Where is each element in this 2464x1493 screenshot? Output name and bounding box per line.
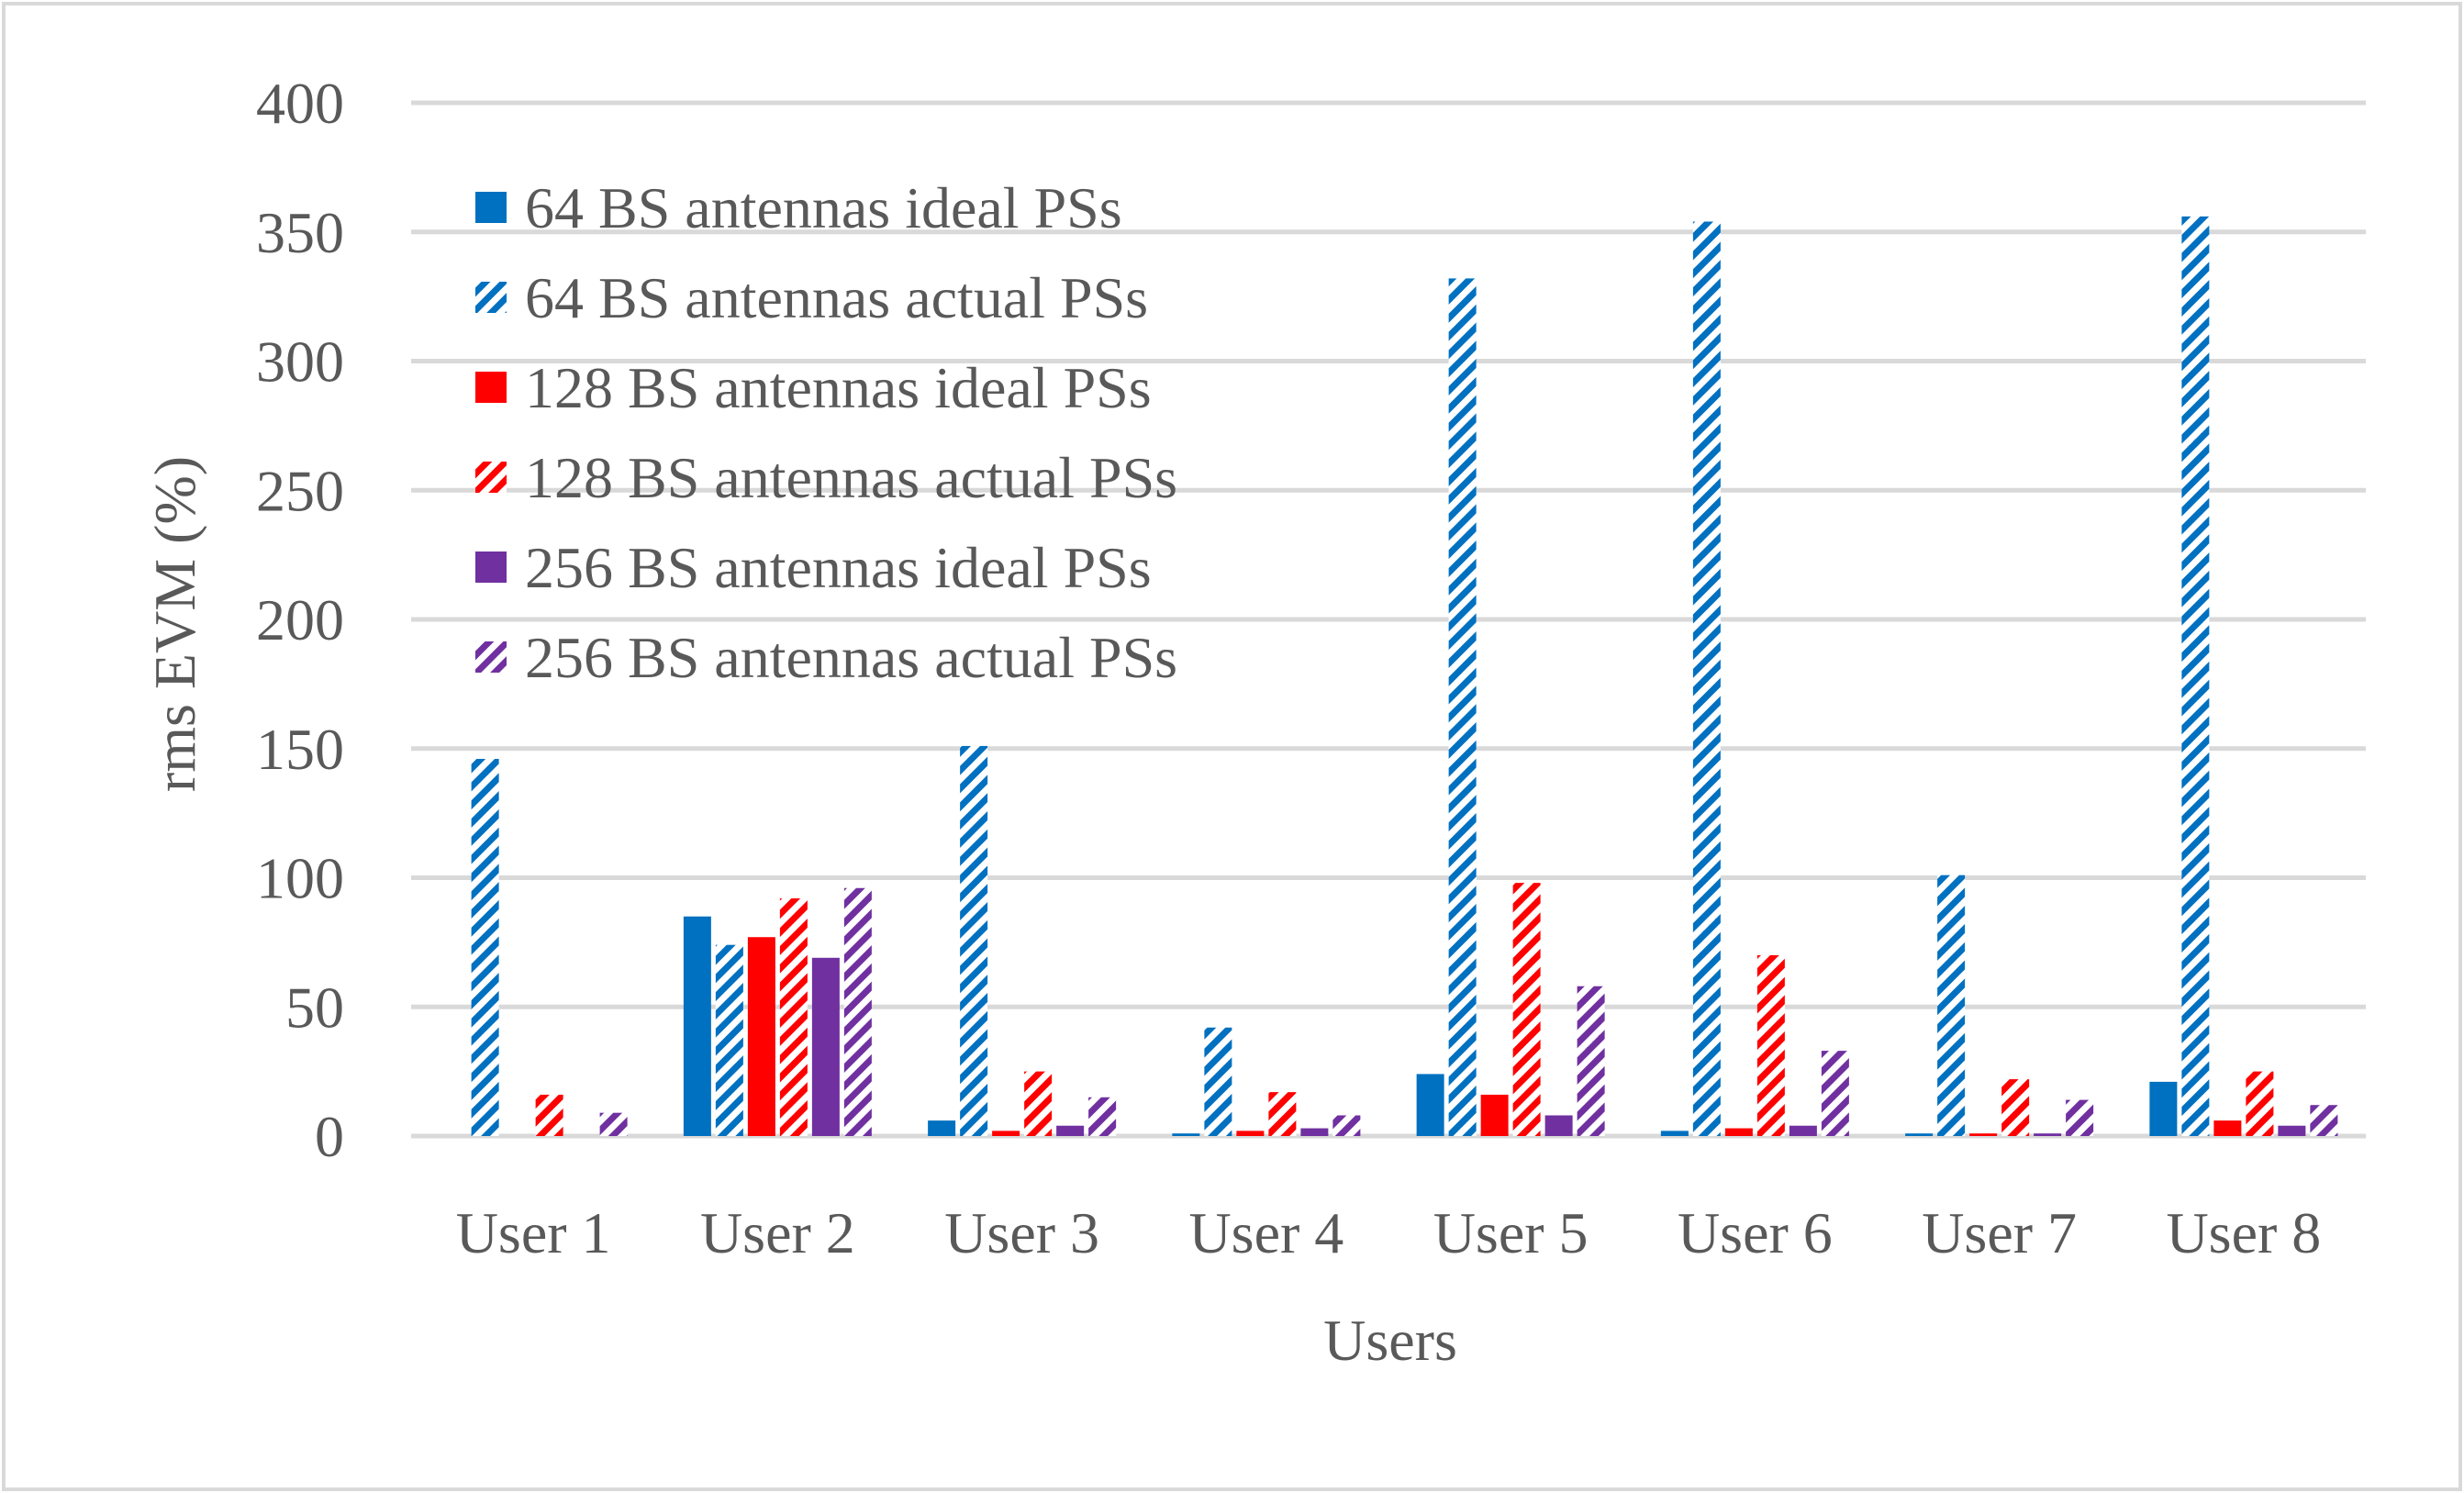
- legend-item: 256 BS antennas ideal PSs: [475, 535, 1152, 600]
- legend: 64 BS antennas ideal PSs 64 BS antennas a…: [475, 175, 1177, 690]
- bar-user-4-series-4: [1268, 1092, 1297, 1136]
- bar-user-8-series-3: [2213, 1120, 2242, 1136]
- legend-swatch: [475, 192, 507, 223]
- y-tick-label: 150: [256, 717, 344, 782]
- bar-user-6-series-1: [1660, 1131, 1689, 1136]
- legend-swatch: [475, 641, 507, 673]
- legend-item: 128 BS antennas actual PSs: [475, 445, 1177, 510]
- bar-user-2-series-5: [811, 957, 840, 1136]
- legend-item: 64 BS antennas actual PSs: [475, 265, 1148, 330]
- bar-user-6-series-6: [1821, 1051, 1849, 1136]
- y-tick-label: 350: [256, 200, 344, 265]
- legend-label: 256 BS antennas actual PSs: [525, 625, 1177, 690]
- x-tick-label: User 4: [1188, 1200, 1343, 1265]
- bar-user-5-series-4: [1512, 883, 1541, 1136]
- y-tick-label: 0: [315, 1104, 344, 1169]
- bar-user-3-series-3: [992, 1131, 1020, 1136]
- bar-user-3-series-6: [1088, 1097, 1117, 1136]
- y-tick-label: 200: [256, 587, 344, 652]
- legend-item: 64 BS antennas ideal PSs: [475, 175, 1122, 240]
- bar-user-3-series-4: [1024, 1071, 1053, 1136]
- legend-swatch: [475, 372, 507, 403]
- bar-user-7-series-2: [1937, 875, 1966, 1136]
- bar-user-5-series-1: [1416, 1074, 1444, 1136]
- bar-user-4-series-5: [1300, 1128, 1329, 1136]
- legend-label: 64 BS antennas ideal PSs: [525, 175, 1122, 240]
- bar-user-7-series-5: [2034, 1133, 2062, 1136]
- x-axis-ticks: User 1 User 2 User 3 User 4 User 5 User 6 User…: [456, 1200, 2322, 1265]
- bar-user-5-series-5: [1544, 1115, 1573, 1136]
- bar-user-4-series-1: [1172, 1133, 1200, 1136]
- x-tick-label: User 8: [2166, 1200, 2321, 1265]
- x-tick-label: User 5: [1433, 1200, 1589, 1265]
- bar-user-8-series-6: [2310, 1105, 2338, 1136]
- bar-user-5-series-3: [1480, 1094, 1509, 1136]
- bar-user-6-series-3: [1724, 1128, 1753, 1136]
- bar-user-6-series-4: [1756, 954, 1785, 1136]
- bar-user-6-series-5: [1789, 1125, 1817, 1136]
- legend-label: 128 BS antennas ideal PSs: [525, 355, 1152, 420]
- bar-user-3-series-2: [960, 745, 988, 1136]
- legend-swatch: [475, 552, 507, 583]
- bar-user-3-series-1: [928, 1120, 956, 1136]
- bar-user-6-series-2: [1692, 221, 1721, 1137]
- legend-item: 256 BS antennas actual PSs: [475, 625, 1177, 690]
- bar-user-5-series-6: [1577, 986, 1605, 1136]
- legend-swatch: [475, 462, 507, 493]
- bar-user-2-series-2: [715, 944, 743, 1136]
- bar-user-4-series-2: [1204, 1027, 1232, 1136]
- y-axis-ticks: 0 50 100 150 200 250 300 350 400: [256, 71, 344, 1169]
- bar-user-1-series-2: [471, 759, 499, 1136]
- legend-item: 128 BS antennas ideal PSs: [475, 355, 1152, 420]
- y-tick-label: 50: [285, 975, 344, 1040]
- bar-user-4-series-6: [1332, 1115, 1361, 1136]
- bar-user-1-series-6: [599, 1112, 628, 1136]
- bar-user-8-series-2: [2181, 216, 2210, 1137]
- bar-user-4-series-3: [1236, 1131, 1265, 1136]
- bar-user-7-series-4: [2001, 1079, 2030, 1136]
- bar-user-1-series-4: [535, 1094, 563, 1136]
- bar-user-2-series-3: [747, 937, 775, 1136]
- legend-label: 64 BS antennas actual PSs: [525, 265, 1148, 330]
- bar-user-7-series-1: [1905, 1133, 1934, 1136]
- y-tick-label: 300: [256, 329, 344, 395]
- bar-user-8-series-1: [2149, 1081, 2178, 1136]
- y-tick-label: 400: [256, 71, 344, 136]
- bar-user-8-series-4: [2246, 1071, 2274, 1136]
- bar-user-2-series-4: [779, 898, 808, 1136]
- y-axis-title: rms EVM (%): [142, 456, 207, 792]
- x-axis-title: Users: [1323, 1308, 1457, 1373]
- x-tick-label: User 3: [944, 1200, 1099, 1265]
- bar-user-8-series-5: [2278, 1125, 2306, 1136]
- legend-label: 256 BS antennas ideal PSs: [525, 535, 1152, 600]
- y-tick-label: 250: [256, 458, 344, 523]
- bar-user-3-series-5: [1056, 1125, 1085, 1136]
- x-tick-label: User 6: [1678, 1200, 1833, 1265]
- x-tick-label: User 2: [700, 1200, 855, 1265]
- x-tick-label: User 7: [1922, 1200, 2077, 1265]
- legend-label: 128 BS antennas actual PSs: [525, 445, 1177, 510]
- x-tick-label: User 1: [456, 1200, 611, 1265]
- bar-user-7-series-6: [2066, 1099, 2094, 1136]
- y-tick-label: 100: [256, 846, 344, 911]
- bars: [471, 216, 2338, 1137]
- legend-swatch: [475, 282, 507, 313]
- bar-user-7-series-3: [1969, 1133, 1998, 1136]
- bar-user-2-series-1: [683, 916, 711, 1136]
- bar-user-2-series-6: [843, 887, 872, 1136]
- bar-user-5-series-2: [1448, 278, 1477, 1136]
